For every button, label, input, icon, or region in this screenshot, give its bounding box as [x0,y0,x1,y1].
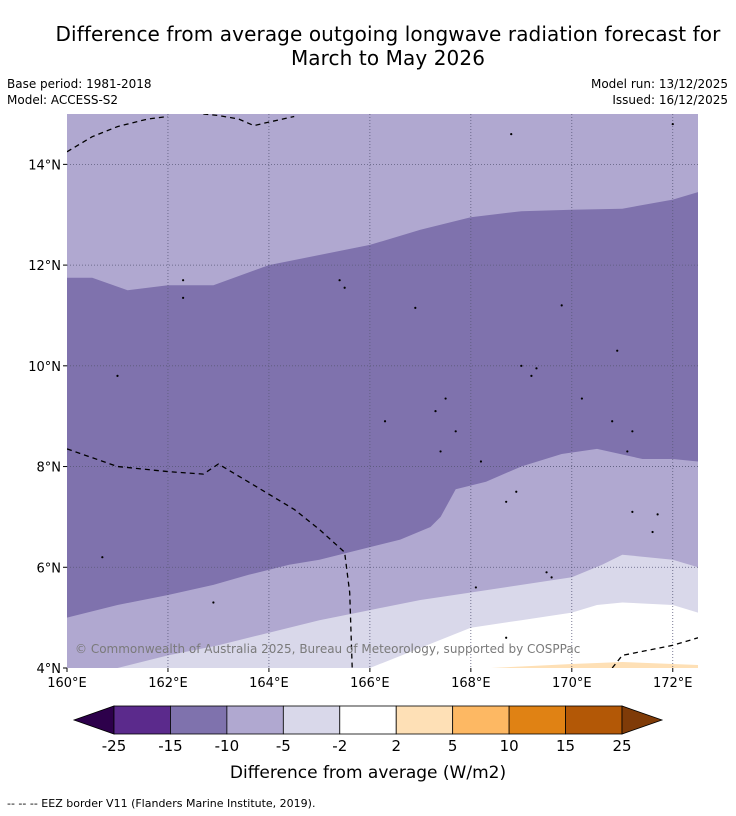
x-tick-label: 160°E [47,676,87,691]
island-mark [631,510,634,513]
islands [101,122,674,639]
colorbar-segment [452,705,510,735]
y-tick-label: 12°N [28,259,61,274]
y-tick-label: 4°N [37,662,62,677]
island-mark [182,296,185,299]
anomaly-region-3 [369,602,698,668]
island-mark [212,601,215,604]
colorbar-segment [395,705,454,735]
anomaly-region-1 [67,192,698,618]
y-tick-label: 6°N [37,561,62,576]
x-tick-label: 170°E [552,676,592,691]
island-mark [505,636,508,639]
island-mark [616,349,619,352]
anomaly-region-4 [491,662,698,668]
island-mark [454,430,457,433]
base-period: Base period: 1981-2018 [7,77,152,91]
colorbar-segment [226,705,284,735]
colorbar-segment [508,705,566,735]
island-mark [545,571,548,574]
colorbar-tick-label: -5 [276,737,291,755]
eez-footnote: -- -- -- EEZ border V11 (Flanders Marine… [7,797,316,810]
y-tick-label: 10°N [28,360,61,375]
chart-title-line2: March to May 2026 [290,46,486,70]
x-tick-label: 168°E [451,676,491,691]
island-mark [510,133,513,136]
x-tick-label: 162°E [148,676,188,691]
island-mark [338,279,341,282]
colorbar-tick-label: 15 [556,737,575,755]
island-mark [656,513,659,516]
colorbar-tick-label: 5 [448,737,458,755]
eez-borders [67,114,698,668]
island-mark [505,500,508,503]
island-mark [626,450,629,453]
island-mark [444,397,447,400]
colorbar-over-arrow [621,705,664,735]
chart-title-line1: Difference from average outgoing longwav… [55,22,721,46]
island-mark [343,286,346,289]
colorbar-tick-label: -10 [215,737,240,755]
x-tick-label: 172°E [653,676,693,691]
forecast-anomaly-map [67,114,698,668]
island-mark [515,490,518,493]
model-run: Model run: 13/12/2025 [590,77,728,91]
island-mark [631,430,634,433]
colorbar-tick-label: -25 [102,737,127,755]
y-tick-label: 14°N [28,158,61,173]
eez-border-line [67,448,353,668]
island-mark [439,450,442,453]
colorbar-tick-label: -15 [158,737,183,755]
gridlines [67,114,698,668]
eez-border-line [203,114,295,127]
colorbar-label: Difference from average (W/m2) [230,763,506,783]
colorbar-segment [565,705,623,735]
colorbar-segment [282,705,341,735]
island-mark [101,556,104,559]
meta-left: Base period: 1981-2018 Model: ACCESS-S2 [7,76,152,108]
island-mark [414,306,417,309]
model-name: Model: ACCESS-S2 [7,93,119,107]
island-mark [560,304,563,307]
colorbar: -25 -15 -10 -5 -2 2 5 10 15 25 [72,705,664,755]
island-mark [182,279,185,282]
colorbar-tick-label: -2 [332,737,347,755]
island-mark [479,460,483,463]
x-tick-label: 166°E [350,676,390,691]
issued-date: Issued: 16/12/2025 [612,93,728,107]
island-mark [651,530,654,534]
island-mark [474,586,477,589]
colorbar-segment [170,705,228,735]
copyright-notice: © Commonwealth of Australia 2025, Bureau… [75,642,580,656]
island-mark [434,410,437,413]
eez-border-line [67,115,169,153]
island-mark [116,374,119,377]
island-mark [580,397,583,400]
chart-title: Difference from average outgoing longwav… [0,22,736,70]
x-tick-label: 164°E [249,676,289,691]
colorbar-tick-label: 2 [391,737,401,755]
colorbar-segment [339,705,397,735]
island-mark [530,374,533,377]
y-tick-label: 8°N [37,461,62,476]
island-mark [383,420,387,423]
meta-right: Model run: 13/12/2025 Issued: 16/12/2025 [591,76,728,108]
island-mark [535,367,538,370]
colorbar-tick-label: 10 [500,737,519,755]
island-mark [611,420,614,423]
island-mark [520,364,523,367]
colorbar-segment [113,705,171,735]
colorbar-tick-label: 25 [612,737,631,755]
colorbar-under-arrow [72,705,115,735]
island-mark [550,576,553,579]
island-mark [671,122,674,126]
axes: 160°E 162°E 164°E 166°E 168°E 170°E 172°E 4°N 6°… [28,158,692,691]
